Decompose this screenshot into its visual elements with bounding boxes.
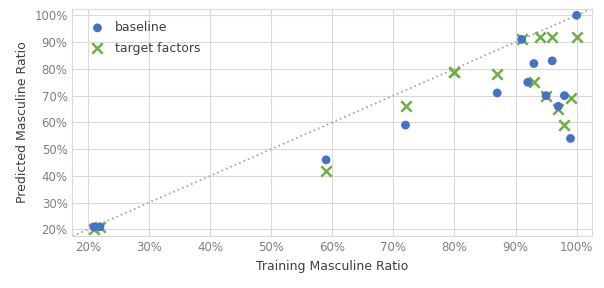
target factors — [547, 35, 557, 39]
target factors — [89, 227, 98, 232]
target factors — [541, 93, 551, 98]
baseline — [547, 58, 557, 63]
baseline — [566, 136, 576, 141]
Legend: baseline, target factors: baseline, target factors — [79, 15, 207, 61]
target factors — [535, 35, 545, 39]
baseline — [89, 224, 98, 229]
baseline — [321, 158, 331, 162]
target factors — [553, 107, 563, 111]
target factors — [95, 224, 105, 229]
target factors — [449, 69, 459, 74]
baseline — [517, 37, 527, 42]
baseline — [559, 93, 569, 98]
target factors — [449, 69, 459, 74]
target factors — [321, 168, 331, 173]
baseline — [529, 61, 539, 66]
X-axis label: Training Masculine Ratio: Training Masculine Ratio — [256, 259, 408, 272]
target factors — [529, 80, 539, 85]
baseline — [553, 104, 563, 109]
target factors — [559, 123, 569, 127]
baseline — [95, 224, 105, 229]
baseline — [541, 93, 551, 98]
target factors — [517, 37, 527, 42]
baseline — [523, 80, 533, 85]
target factors — [492, 72, 502, 77]
target factors — [566, 96, 576, 101]
Y-axis label: Predicted Masculine Ratio: Predicted Masculine Ratio — [16, 41, 28, 203]
target factors — [400, 104, 410, 109]
baseline — [492, 91, 502, 95]
target factors — [572, 35, 582, 39]
baseline — [400, 123, 410, 127]
baseline — [572, 13, 582, 18]
